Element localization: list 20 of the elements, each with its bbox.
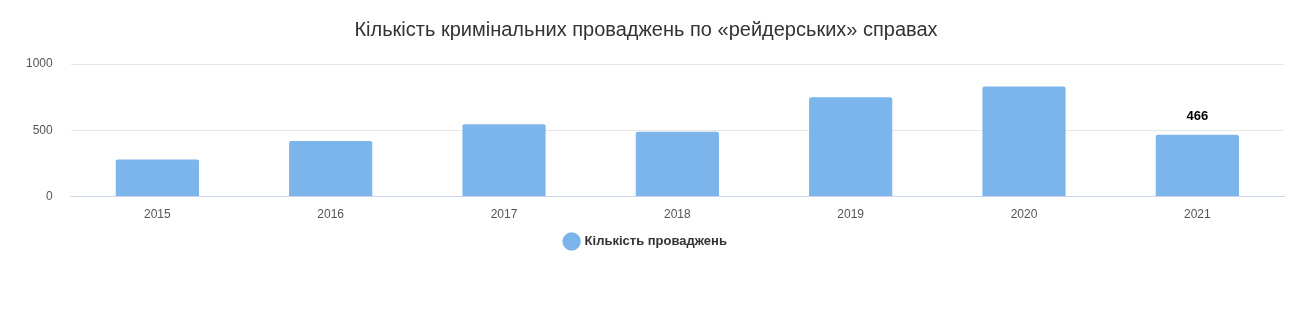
x-tick-label: 2017 bbox=[490, 207, 518, 222]
x-tick-label: 2020 bbox=[1010, 207, 1038, 222]
bar bbox=[809, 97, 893, 197]
y-tick-label: 0 bbox=[46, 188, 54, 203]
x-tick-label: 2021 bbox=[1183, 207, 1212, 222]
bar bbox=[115, 159, 199, 197]
x-tick-label: 2019 bbox=[837, 207, 865, 222]
x-tick-label: 2015 bbox=[144, 207, 172, 222]
bar bbox=[462, 124, 546, 197]
x-tick-label: 2016 bbox=[317, 207, 345, 222]
y-tick-label: 500 bbox=[32, 122, 54, 137]
chart-title: Кількість кримінальних проваджень по «рейдерських» справах bbox=[354, 17, 938, 40]
data-label: 466 bbox=[1186, 107, 1209, 123]
legend-label: Кількість проваджень bbox=[584, 233, 727, 249]
bar bbox=[635, 131, 719, 197]
x-tick-label: 2018 bbox=[664, 207, 692, 222]
bar bbox=[982, 86, 1066, 197]
y-tick-label: 1000 bbox=[25, 56, 54, 71]
bar bbox=[289, 140, 373, 197]
bar bbox=[1155, 134, 1239, 197]
